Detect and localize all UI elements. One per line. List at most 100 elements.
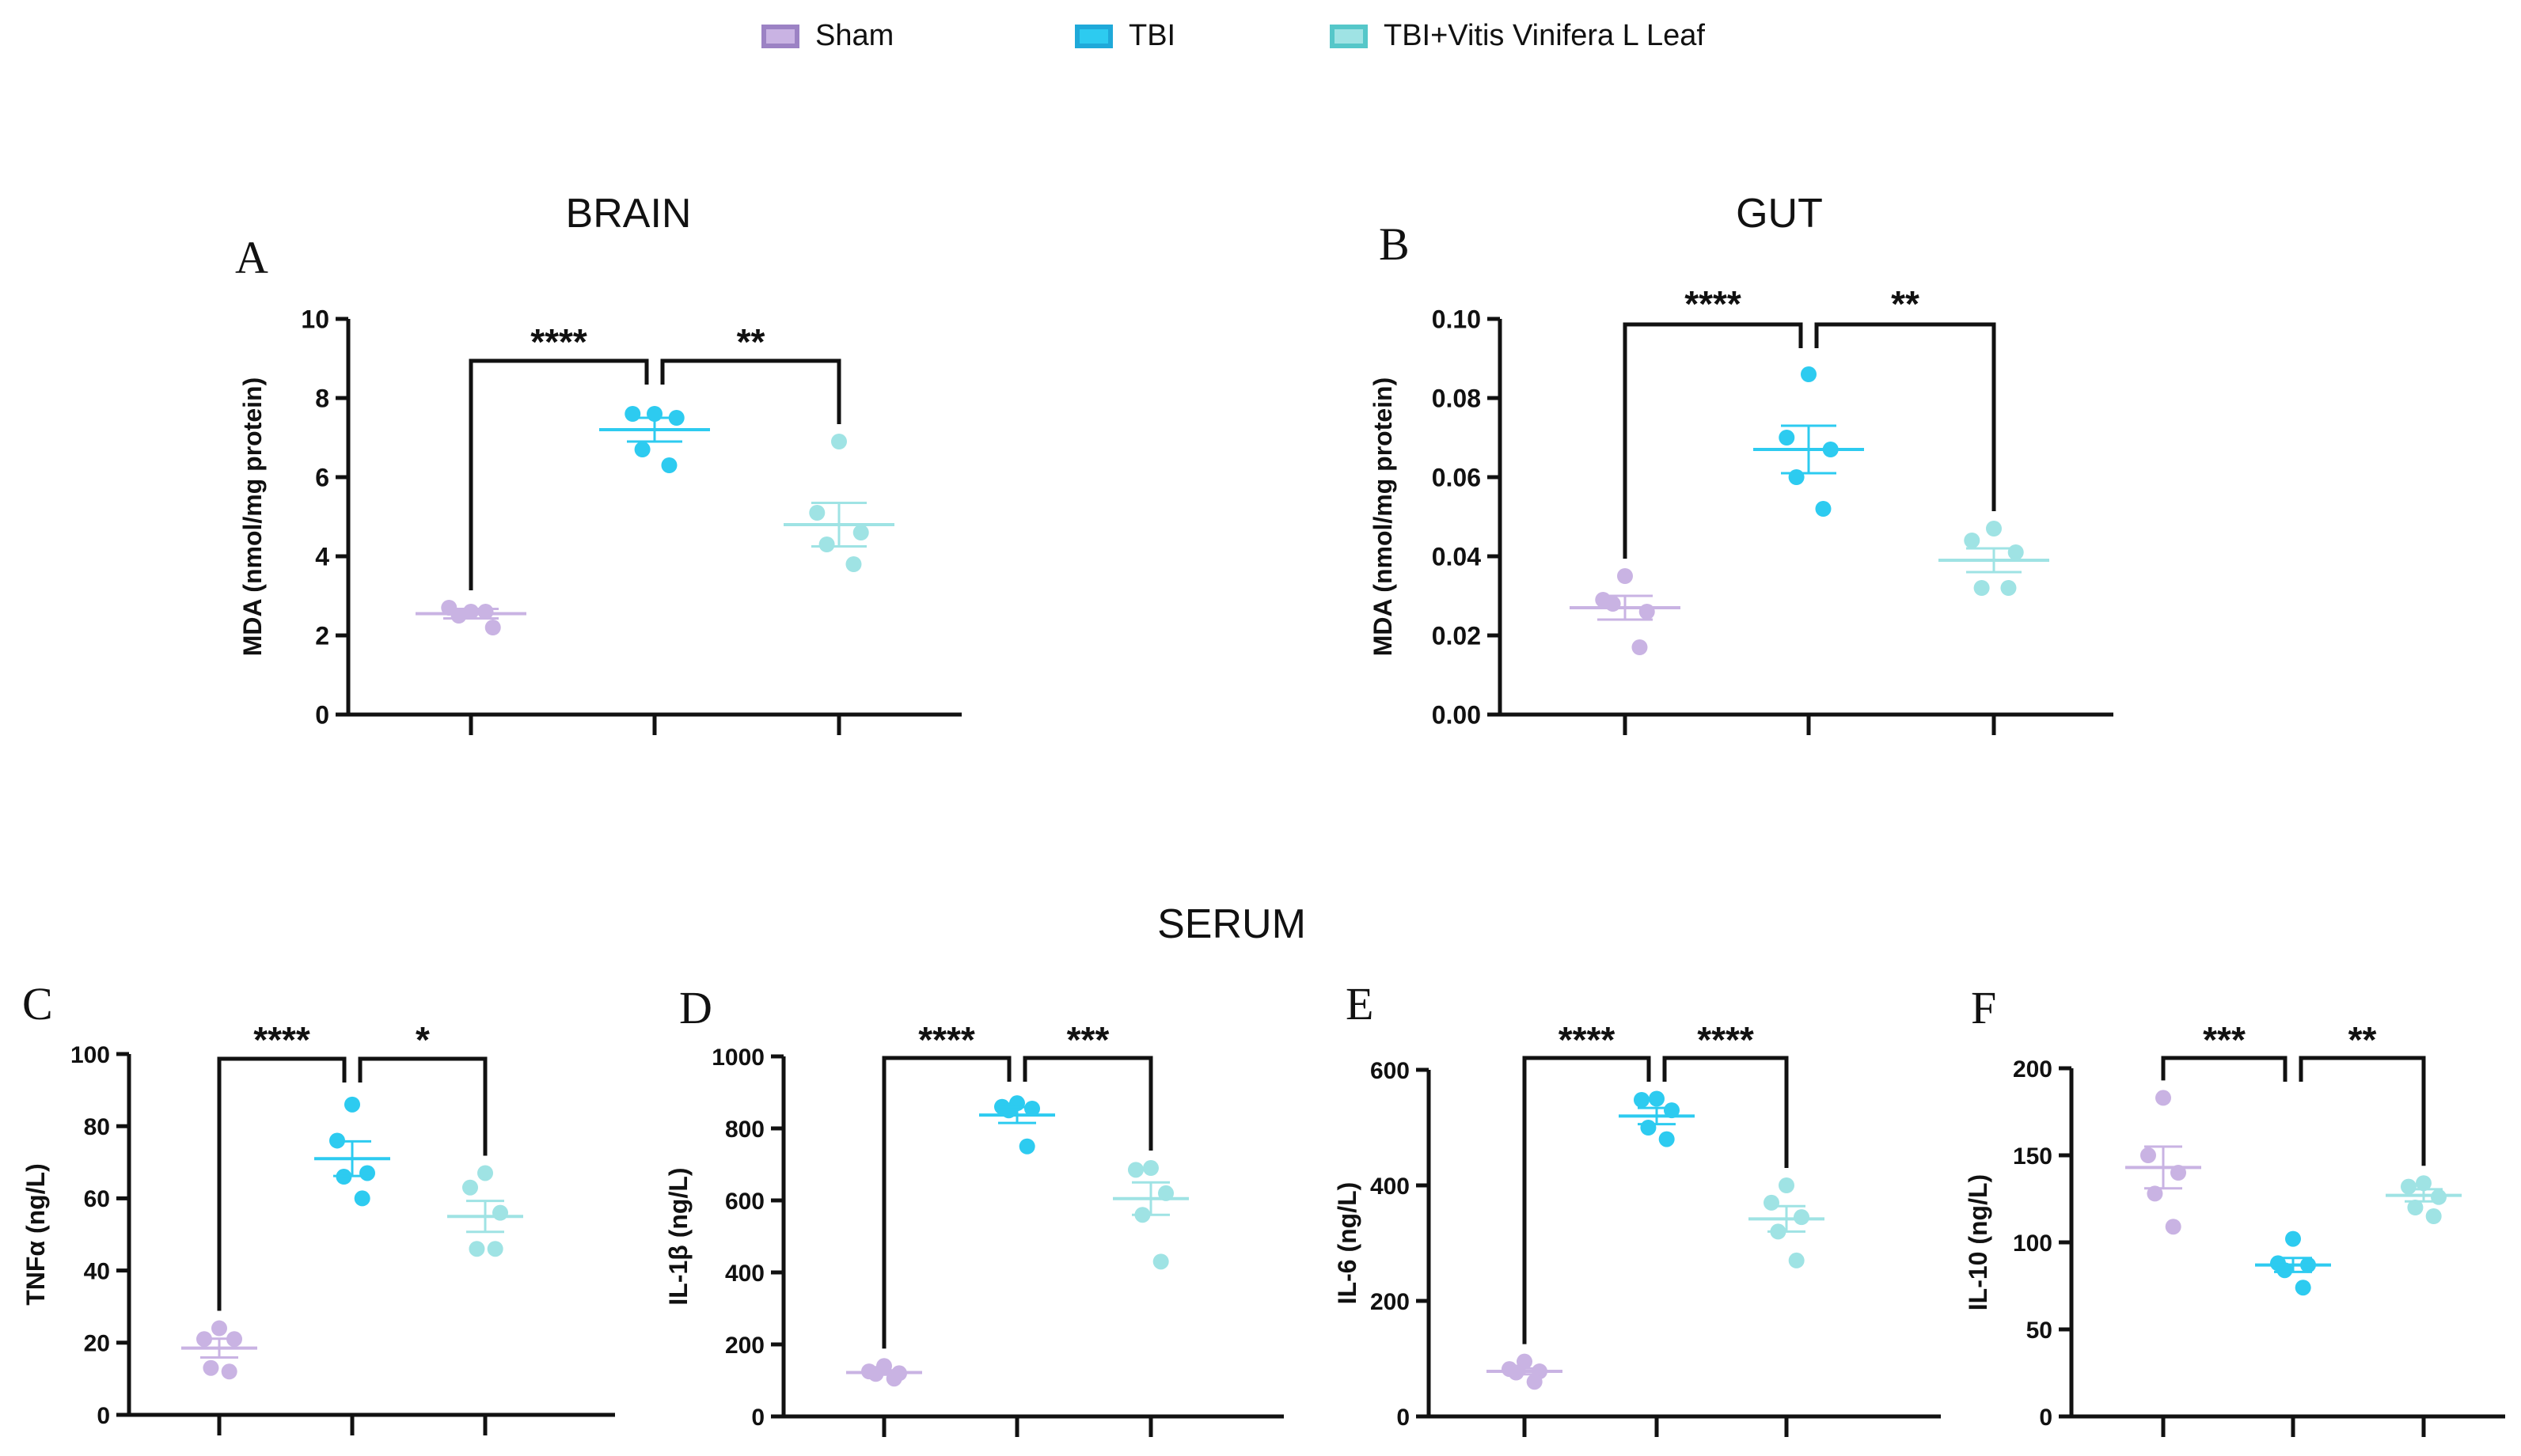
panel-letter-e: E (1346, 978, 1374, 1029)
data-point (1986, 521, 2002, 537)
brain-title: BRAIN (565, 191, 692, 237)
y-tick-label: 0.06 (1432, 464, 1481, 492)
legend-swatch-tbi-vitis (1330, 24, 1368, 48)
y-tick-label: 100 (2013, 1230, 2052, 1257)
y-tick-label: 200 (1370, 1289, 1410, 1315)
legend-item-sham: Sham (761, 19, 894, 53)
panel-letter-b: B (1379, 218, 1410, 270)
y-tick-label: 200 (725, 1333, 765, 1359)
legend-label: TBI (1129, 19, 1176, 52)
y-tick-label: 200 (2013, 1056, 2052, 1083)
data-point (477, 1165, 493, 1181)
significance-label: **** (1697, 1019, 1754, 1060)
data-point (487, 1241, 503, 1257)
y-axis-label: MDA (nmol/mg protein) (1369, 377, 1397, 657)
y-tick-label: 0 (2039, 1405, 2052, 1431)
significance-label: *** (2203, 1019, 2246, 1060)
y-tick-label: 400 (725, 1261, 765, 1287)
data-point (2000, 580, 2017, 596)
significance-bracket (1662, 1056, 1789, 1168)
data-point (1152, 1253, 1169, 1270)
y-tick-label: 0.10 (1432, 305, 1481, 334)
y-axis-label: IL-6 (ng/L) (1333, 1182, 1361, 1305)
significance-bracket (1814, 322, 1996, 511)
data-point (1794, 1209, 1810, 1226)
y-tick-label: 50 (2026, 1318, 2052, 1344)
y-tick-label: 600 (1370, 1058, 1410, 1084)
y-tick-label: 0.00 (1432, 701, 1481, 730)
data-point (852, 525, 869, 540)
data-point (484, 620, 501, 635)
significance-label: **** (530, 321, 587, 362)
serum-title: SERUM (1157, 901, 1306, 947)
data-point (469, 1241, 485, 1257)
legend-label: Sham (815, 19, 894, 52)
data-point (203, 1359, 219, 1376)
data-point (1631, 639, 1648, 655)
significance-bracket (882, 1056, 1012, 1349)
significance-label: *** (1067, 1019, 1110, 1060)
data-point (2416, 1175, 2432, 1192)
data-point (1517, 1353, 1532, 1370)
data-point (1973, 580, 1990, 596)
data-point (2285, 1230, 2301, 1247)
y-tick-label: 0 (751, 1405, 765, 1431)
significance-bracket (1623, 322, 1803, 559)
data-point (1664, 1102, 1680, 1119)
data-point (661, 457, 678, 473)
data-point (2007, 544, 2024, 560)
data-point (2400, 1178, 2417, 1195)
data-point (1024, 1100, 1041, 1117)
significance-label: **** (253, 1019, 310, 1060)
y-tick-label: 0 (315, 701, 329, 730)
significance-bracket (660, 358, 841, 424)
significance-label: ** (2348, 1019, 2377, 1060)
significance-label: **** (1559, 1019, 1615, 1060)
data-point (211, 1320, 227, 1337)
data-point (809, 505, 826, 521)
data-point (2147, 1185, 2163, 1202)
legend-item-tbi: TBI (1075, 19, 1175, 53)
data-point (1526, 1374, 1543, 1390)
data-point (1801, 366, 1817, 382)
data-point (1658, 1131, 1675, 1147)
data-point (354, 1190, 370, 1207)
y-tick-label: 100 (70, 1042, 110, 1068)
data-point (845, 556, 862, 572)
data-point (818, 537, 835, 552)
panel-letter-c: C (22, 978, 53, 1029)
significance-bracket (1522, 1056, 1651, 1344)
significance-bracket (1023, 1056, 1153, 1151)
significance-bracket (469, 358, 649, 590)
data-point (1788, 1252, 1805, 1268)
data-point (461, 1179, 478, 1196)
data-point (1127, 1162, 1144, 1178)
data-point (1779, 430, 1795, 446)
panel-letter-f: F (1971, 982, 1997, 1033)
y-tick-label: 600 (725, 1189, 765, 1215)
data-point (2165, 1219, 2181, 1235)
significance-label: * (416, 1019, 430, 1060)
y-axis-label: IL-10 (ng/L) (1964, 1174, 1992, 1310)
data-point (1779, 1177, 1794, 1193)
data-point (2425, 1208, 2442, 1224)
gut-title: GUT (1736, 191, 1823, 237)
significance-bracket (2299, 1056, 2426, 1166)
data-point (1143, 1160, 1159, 1177)
data-point (1788, 469, 1805, 485)
data-point (1815, 501, 1832, 517)
data-point (2295, 1280, 2311, 1296)
y-tick-label: 4 (315, 543, 329, 571)
data-point (344, 1096, 360, 1113)
data-point (1617, 568, 1633, 584)
y-tick-label: 60 (84, 1186, 110, 1212)
y-tick-label: 80 (84, 1114, 110, 1140)
y-tick-label: 2 (315, 622, 329, 650)
y-tick-label: 20 (84, 1331, 110, 1357)
y-axis-label: MDA (nmol/mg protein) (238, 377, 267, 657)
significance-bracket (358, 1056, 488, 1156)
y-axis-label: IL-1β (ng/L) (664, 1167, 693, 1305)
data-point (2407, 1200, 2424, 1215)
y-tick-label: 150 (2013, 1143, 2052, 1170)
